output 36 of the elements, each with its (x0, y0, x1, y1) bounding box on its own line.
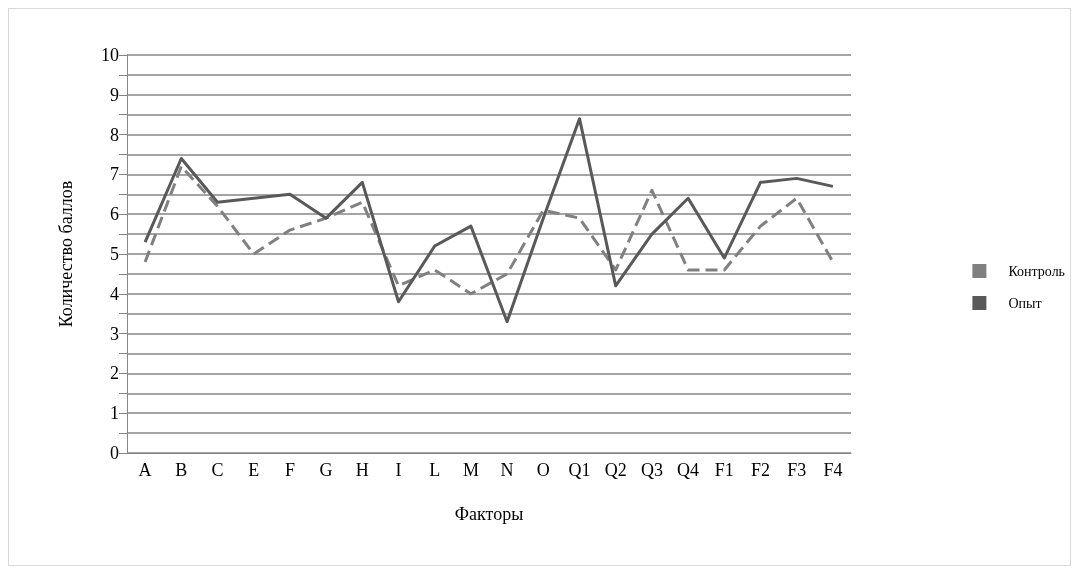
x-tick-label: Q4 (677, 460, 700, 480)
y-tick-label: 0 (110, 443, 119, 463)
x-tick-label: H (355, 460, 369, 480)
x-tick-label: M (462, 460, 479, 480)
x-tick-label: F1 (714, 460, 734, 480)
x-tick-label: I (395, 460, 402, 480)
y-tick-label: 8 (110, 124, 119, 145)
y-tick-label: 2 (110, 363, 119, 384)
x-tick-label: Q2 (604, 460, 627, 480)
x-tick-label: F2 (750, 460, 771, 480)
y-tick-label: 1 (110, 403, 119, 424)
x-tick-label: N (500, 460, 514, 480)
x-tick-label: L (429, 460, 441, 480)
legend-label: Опыт (1008, 295, 1042, 311)
x-tick-label: A (138, 460, 152, 480)
x-tick-label: F4 (823, 460, 843, 480)
x-tick-label: F3 (787, 460, 807, 480)
x-tick-label: Q1 (568, 460, 591, 480)
y-tick-label: 3 (110, 323, 119, 344)
x-tick-label: O (536, 460, 550, 480)
x-tick-label: C (211, 460, 224, 480)
y-tick-label: 9 (110, 84, 119, 105)
y-tick-label: 10 (101, 45, 119, 65)
x-tick-label: F (284, 460, 295, 480)
legend-label: Контроль (1008, 263, 1065, 279)
y-axis-title: Количество баллов (56, 180, 76, 328)
y-tick-label: 5 (110, 244, 119, 264)
y-tick-label: 6 (110, 204, 119, 225)
x-tick-label: B (175, 460, 188, 480)
x-axis-title: Факторы (454, 504, 524, 524)
x-tick-label: E (248, 460, 260, 480)
x-tick-label: Q3 (640, 460, 663, 480)
x-tick-label: G (319, 460, 333, 480)
line-series (143, 117, 835, 324)
y-tick-label: 7 (110, 164, 119, 185)
y-tick-label: 4 (110, 283, 119, 304)
